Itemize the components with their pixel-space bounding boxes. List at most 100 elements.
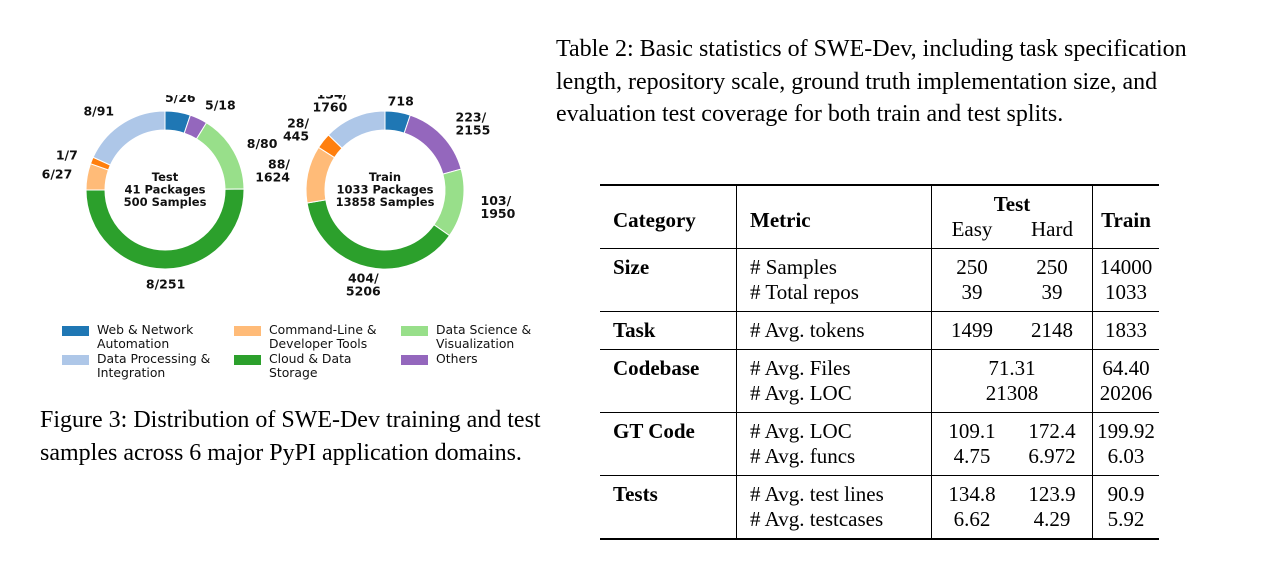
test-label-others: 5/18 (205, 97, 236, 112)
table-row: Tests # Avg. test lines 134.8 123.9 90.9 (600, 475, 1159, 507)
category-cell (600, 444, 737, 476)
legend-label: Web & Network Automation (97, 322, 194, 351)
test-label-ds: 8/80 (247, 136, 278, 151)
table-group: Tests # Avg. test lines 134.8 123.9 90.9 # Av… (600, 475, 1159, 539)
train-cell: 90.9 (1092, 475, 1159, 507)
test-label-web: 5/26 (165, 95, 196, 105)
category-cell: Codebase (613, 356, 700, 380)
legend-item-others: Others (401, 352, 561, 379)
legend-label: Cloud & Data Storage (269, 351, 352, 380)
table-row: # Avg. funcs 4.75 6.972 6.03 (600, 444, 1159, 476)
legend-item-web: Web & Network Automation (62, 323, 234, 350)
legend-label: Others (436, 351, 478, 366)
legend-item-cli: Command-Line & Developer Tools (234, 323, 401, 350)
donut-charts: 5/26 5/18 8/80 8/251 6/27 1/7 8/91 Test 41 Packa… (42, 95, 516, 299)
figure-caption: Figure 3: Distribution of SWE-Dev traini… (40, 407, 541, 466)
test-center-text: Test 41 Packages 500 Samples (124, 170, 207, 209)
legend-item-ds: Data Science & Visualization (401, 323, 561, 350)
chart-legend: Web & Network Automation Command-Line & D… (62, 323, 562, 379)
hard-cell: 2148 (1031, 318, 1073, 342)
legend-swatch (62, 355, 89, 365)
header-easy: Easy (931, 217, 1012, 249)
easy-cell: 1499 (931, 311, 1012, 350)
category-cell: Task (613, 318, 656, 342)
legend-swatch (401, 355, 428, 365)
test-segment-dp (92, 110, 166, 166)
metric-cell: # Avg. Files (736, 349, 932, 381)
test-label-dp: 8/91 (83, 103, 114, 118)
test-merged-cell: 71.31 (931, 349, 1093, 381)
header-test: Test (931, 185, 1093, 217)
metric-cell: # Avg. test lines (736, 475, 932, 507)
table-row: # Avg. LOC 21308 20206 (600, 381, 1159, 413)
train-center-text: Train 1033 Packages 13858 Samples (336, 170, 435, 209)
legend-item-cloud: Cloud & Data Storage (234, 352, 401, 379)
test-label-cli: 6/27 (42, 167, 73, 182)
table-row: GT Code # Avg. LOC 109.1 172.4 199.92 (600, 412, 1159, 444)
hard-cell: 4.29 (1033, 507, 1071, 531)
category-cell (600, 280, 737, 312)
test-segment-ds (195, 122, 245, 190)
hard-cell: 123.9 (1028, 482, 1076, 506)
legend-swatch (401, 326, 428, 336)
table-caption: Table 2: Basic statistics of SWE-Dev, in… (556, 36, 1187, 127)
category-cell: Tests (613, 482, 658, 506)
header-train: Train (1092, 185, 1159, 249)
hard-cell: 39 (1041, 280, 1063, 304)
table-group: GT Code # Avg. LOC 109.1 172.4 199.92 # Avg. … (600, 412, 1159, 476)
header-category: Category (613, 207, 696, 232)
table-group: Task # Avg. tokens 1499 2148 1833 (600, 311, 1159, 350)
easy-cell: 4.75 (931, 444, 1012, 476)
category-cell: GT Code (613, 419, 695, 443)
header-metric: Metric (736, 185, 932, 249)
test-merged-cell: 21308 (931, 381, 1093, 413)
train-segment-cloud (306, 199, 451, 270)
train-cell: 14000 (1092, 248, 1159, 280)
train-segment-dp (327, 110, 386, 149)
metric-cell: # Samples (736, 248, 932, 280)
test-label-cloud: 8/251 (146, 276, 185, 291)
train-donut-chart: 53/718 223/2155 103/1950 404/5206 88/1624 28/… (255, 95, 515, 299)
train-cell: 5.92 (1092, 507, 1159, 539)
easy-cell: 39 (931, 280, 1012, 312)
header-hard: Hard (1031, 217, 1073, 241)
legend-swatch (62, 326, 89, 336)
statistics-table: Category Metric Test Train Easy Hard Siz… (600, 184, 1159, 540)
metric-cell: # Total repos (736, 280, 932, 312)
train-label-dp: 134/1760 (313, 95, 348, 115)
test-label-extra: 1/7 (56, 147, 78, 162)
train-label-web: 53/718 (388, 95, 414, 108)
table-row: Codebase # Avg. Files 71.31 64.40 (600, 349, 1159, 381)
train-cell: 1033 (1092, 280, 1159, 312)
train-cell: 199.92 (1092, 412, 1159, 444)
easy-cell: 134.8 (931, 475, 1012, 507)
easy-cell: 6.62 (931, 507, 1012, 539)
train-label-cloud: 404/5206 (346, 271, 381, 299)
figure-3: 5/26 5/18 8/80 8/251 6/27 1/7 8/91 Test 41 Packa… (40, 95, 570, 395)
table-group: Size # Samples 250 250 14000 # Total repos 39 3… (600, 248, 1159, 312)
table-row: Size # Samples 250 250 14000 (600, 248, 1159, 280)
table-row: # Avg. testcases 6.62 4.29 5.92 (600, 507, 1159, 539)
train-label-cli: 88/1624 (255, 156, 290, 184)
train-segment-others (403, 114, 462, 175)
table-header: Category Metric Test Train Easy Hard (600, 185, 1159, 249)
legend-item-dp: Data Processing & Integration (62, 352, 234, 379)
train-cell: 20206 (1092, 381, 1159, 413)
train-label-extra: 28/445 (283, 116, 310, 144)
train-cell: 1833 (1092, 311, 1159, 350)
table-row: Task # Avg. tokens 1499 2148 1833 (600, 311, 1159, 350)
metric-cell: # Avg. tokens (736, 311, 932, 350)
legend-label: Data Science & Visualization (436, 322, 532, 351)
category-cell: Size (613, 255, 650, 279)
train-cell: 6.03 (1092, 444, 1159, 476)
metric-cell: # Avg. testcases (736, 507, 932, 539)
legend-label: Command-Line & Developer Tools (269, 322, 377, 351)
metric-cell: # Avg. LOC (736, 412, 932, 444)
easy-cell: 109.1 (931, 412, 1012, 444)
hard-cell: 250 (1036, 255, 1068, 279)
category-cell (600, 507, 737, 539)
legend-swatch (234, 355, 261, 365)
train-segment-cli (305, 146, 336, 204)
table-row: # Total repos 39 39 1033 (600, 280, 1159, 312)
table-group: Codebase # Avg. Files 71.31 64.40 # Avg. LOC… (600, 349, 1159, 413)
